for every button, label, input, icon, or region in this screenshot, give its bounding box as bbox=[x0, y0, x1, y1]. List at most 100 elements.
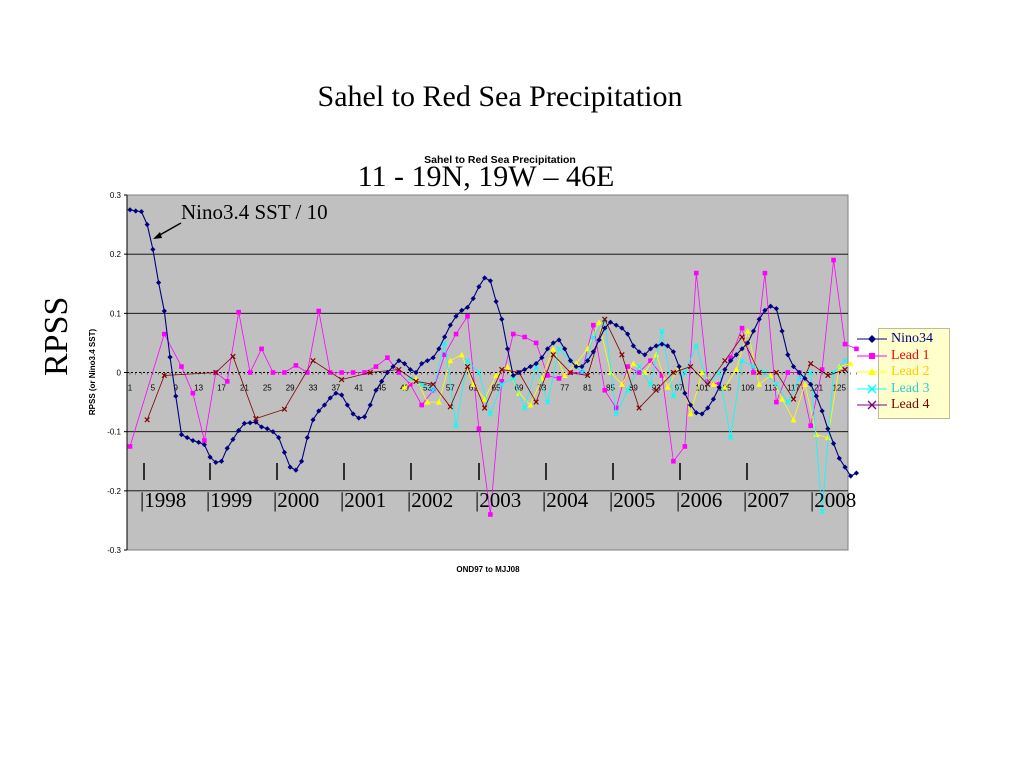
data-point bbox=[727, 434, 734, 441]
data-point bbox=[458, 351, 465, 358]
data-point bbox=[756, 369, 762, 376]
data-point bbox=[721, 384, 728, 390]
data-point bbox=[510, 375, 516, 382]
data-point bbox=[499, 366, 505, 373]
year-label: |2003 bbox=[475, 488, 522, 512]
data-point bbox=[699, 369, 705, 375]
data-point bbox=[338, 376, 345, 383]
data-point bbox=[396, 366, 402, 373]
data-point bbox=[510, 331, 516, 337]
data-point bbox=[373, 364, 379, 369]
data-point bbox=[276, 434, 282, 441]
data-point bbox=[653, 387, 659, 393]
data-point bbox=[481, 405, 488, 411]
data-point bbox=[550, 352, 557, 358]
data-point bbox=[619, 352, 625, 358]
data-point bbox=[636, 405, 642, 411]
data-point bbox=[464, 304, 471, 311]
data-point bbox=[464, 363, 471, 370]
data-point bbox=[762, 270, 768, 276]
data-point bbox=[779, 396, 786, 402]
data-point bbox=[533, 363, 539, 370]
data-point bbox=[807, 360, 814, 367]
data-point bbox=[722, 366, 728, 373]
data-point bbox=[785, 370, 791, 375]
data-point bbox=[813, 431, 820, 438]
data-point bbox=[744, 328, 751, 334]
data-point bbox=[236, 309, 241, 315]
data-point bbox=[419, 361, 425, 367]
data-point bbox=[247, 420, 253, 426]
data-point bbox=[625, 364, 630, 369]
x-tick-label: 101 bbox=[695, 384, 709, 393]
data-point bbox=[396, 370, 402, 375]
data-point bbox=[830, 440, 837, 447]
data-point bbox=[733, 366, 740, 373]
data-point bbox=[808, 381, 814, 387]
data-point bbox=[670, 393, 677, 399]
data-point bbox=[647, 381, 654, 388]
data-point bbox=[630, 360, 637, 367]
legend-label: Lead 4 bbox=[891, 397, 930, 412]
data-point bbox=[264, 426, 270, 432]
x-tick-label: 1 bbox=[128, 384, 133, 393]
data-point bbox=[230, 353, 236, 360]
data-point bbox=[636, 349, 642, 355]
data-point bbox=[550, 340, 556, 346]
series-lead-2 bbox=[401, 319, 854, 441]
data-point bbox=[561, 372, 568, 378]
data-point bbox=[676, 363, 682, 370]
data-point bbox=[670, 369, 677, 376]
series-nino34 bbox=[127, 207, 860, 479]
data-point bbox=[447, 322, 453, 328]
data-point bbox=[836, 455, 842, 461]
data-point bbox=[373, 387, 379, 393]
data-point bbox=[562, 346, 568, 352]
x-tick-label: 69 bbox=[515, 384, 524, 393]
legend-item-nino34: Nino34 bbox=[857, 331, 949, 348]
x-tick-label: 53 bbox=[423, 384, 432, 393]
year-label: |2004 bbox=[542, 488, 589, 512]
y-tick-label: 0.3 bbox=[110, 191, 122, 200]
x-tick-label: 81 bbox=[583, 384, 592, 393]
data-point bbox=[293, 363, 299, 368]
data-point bbox=[144, 417, 150, 423]
data-point bbox=[796, 375, 802, 382]
x-tick-label: 13 bbox=[194, 384, 203, 393]
data-point bbox=[447, 357, 454, 364]
data-point bbox=[664, 384, 671, 390]
year-label: |2007 bbox=[743, 488, 790, 512]
data-point bbox=[801, 381, 808, 387]
data-point bbox=[196, 439, 202, 445]
year-label: |1998 bbox=[140, 488, 187, 512]
data-point bbox=[407, 375, 414, 382]
data-point bbox=[487, 411, 494, 417]
y-tick-label: 0.1 bbox=[110, 309, 122, 318]
data-point bbox=[144, 221, 150, 228]
x-tick-label: 9 bbox=[174, 384, 179, 393]
x-tick-label: 109 bbox=[741, 384, 755, 393]
data-point bbox=[813, 393, 819, 399]
data-point bbox=[259, 346, 264, 352]
data-point bbox=[739, 325, 745, 331]
year-label: |2002 bbox=[407, 488, 454, 512]
data-point bbox=[773, 381, 780, 388]
data-point bbox=[699, 411, 705, 417]
y-tick-label: 0 bbox=[117, 369, 122, 378]
data-point bbox=[258, 424, 265, 430]
data-point bbox=[584, 372, 591, 379]
data-point bbox=[430, 387, 436, 393]
data-point bbox=[224, 445, 230, 451]
y-tick-label: -0.3 bbox=[107, 546, 121, 555]
data-point bbox=[687, 402, 694, 408]
data-point bbox=[178, 432, 185, 438]
data-point bbox=[704, 381, 711, 388]
data-point bbox=[596, 337, 602, 343]
data-point bbox=[625, 331, 631, 337]
data-point bbox=[567, 358, 574, 364]
data-point bbox=[390, 363, 396, 370]
data-point bbox=[853, 470, 860, 476]
data-point bbox=[453, 313, 459, 319]
data-point bbox=[808, 423, 813, 429]
data-point bbox=[482, 275, 488, 281]
